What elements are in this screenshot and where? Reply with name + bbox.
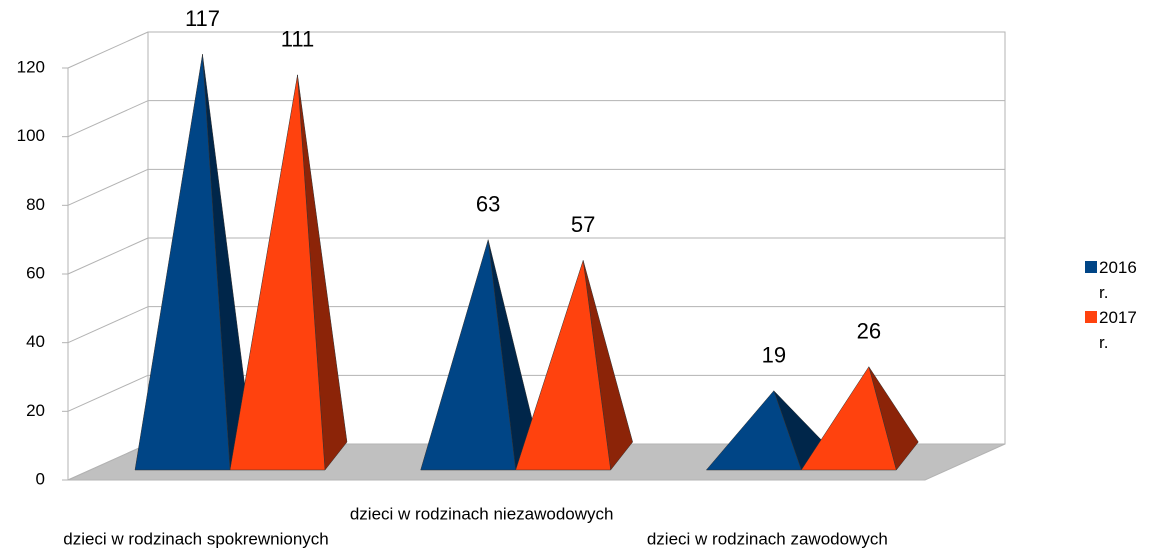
value-label: 57 xyxy=(571,212,595,237)
grid-line xyxy=(67,306,149,344)
pyramid xyxy=(705,390,824,471)
value-label: 117 xyxy=(185,6,220,31)
x-tick-label: dzieci w rodzinach zawodowych xyxy=(647,529,888,548)
legend-swatch xyxy=(1085,311,1097,323)
x-tick-label: dzieci w rodzinach niezawodowych xyxy=(350,504,614,523)
pyramid-front xyxy=(800,366,897,471)
y-tick-label: 100 xyxy=(17,126,45,145)
legend: 2016 r. 2017 r. xyxy=(1085,255,1145,355)
pyramid-front xyxy=(134,54,231,471)
pyramid xyxy=(515,260,633,471)
value-label: 111 xyxy=(281,27,314,52)
legend-item: 2016 r. xyxy=(1085,255,1145,305)
y-tick-label: 0 xyxy=(36,469,45,488)
x-tick-label: dzieci w rodzinach spokrewnionych xyxy=(63,529,329,548)
pyramid-front xyxy=(515,260,611,471)
grid-line xyxy=(67,31,149,69)
value-label: 26 xyxy=(857,319,881,344)
pyramid xyxy=(420,239,538,471)
y-tick-label: 20 xyxy=(26,401,45,420)
value-label: 19 xyxy=(762,343,786,368)
pyramid xyxy=(229,74,348,471)
legend-label: 2016 r. xyxy=(1099,258,1137,302)
grid-line xyxy=(67,374,149,412)
y-tick-label: 40 xyxy=(26,332,45,351)
pyramid-front xyxy=(705,390,802,471)
grid-line xyxy=(67,443,149,481)
legend-label: 2017 r. xyxy=(1099,308,1137,352)
y-tick-label: 80 xyxy=(26,195,45,214)
pyramid-front xyxy=(229,74,326,471)
legend-item: 2017 r. xyxy=(1085,305,1145,355)
y-tick-label: 60 xyxy=(26,263,45,282)
value-label: 63 xyxy=(476,192,500,217)
pyramid xyxy=(134,54,253,471)
pyramid-front xyxy=(420,239,516,471)
legend-swatch xyxy=(1085,261,1097,273)
grid-line xyxy=(67,237,149,275)
grid-line xyxy=(67,100,149,138)
y-tick-label: 120 xyxy=(17,57,45,76)
grid-line xyxy=(67,168,149,206)
pyramid xyxy=(800,366,919,471)
